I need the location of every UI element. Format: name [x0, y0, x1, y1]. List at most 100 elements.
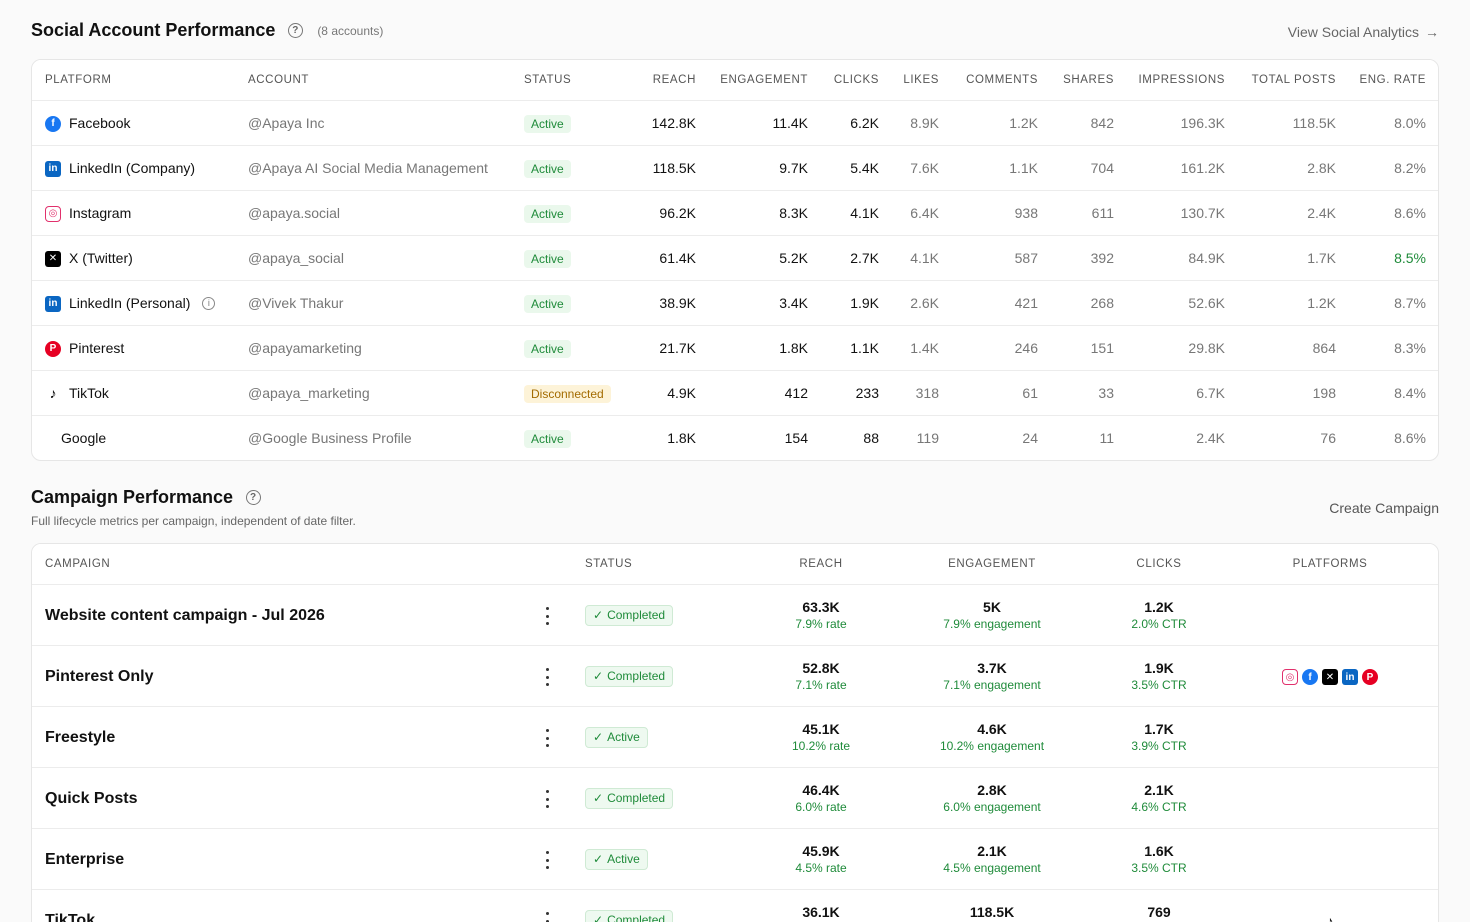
status-label: Completed: [607, 791, 666, 805]
column-header-status[interactable]: STATUS: [585, 558, 633, 570]
campaign-name[interactable]: Website content campaign - Jul 2026: [45, 607, 325, 624]
campaign-row[interactable]: Website content campaign - Jul 2026 ✓ Comp…: [32, 585, 1438, 646]
create-campaign-button[interactable]: Create Campaign: [1329, 500, 1439, 516]
campaign-name[interactable]: Freestyle: [45, 729, 116, 746]
more-options-icon[interactable]: [542, 851, 552, 869]
more-options-icon[interactable]: [542, 607, 552, 625]
status-badge: Active: [524, 160, 571, 179]
metric-value: 63.3K: [802, 599, 840, 615]
clicks-cell: 6.2K: [850, 115, 879, 131]
help-icon[interactable]: ?: [287, 23, 303, 38]
table-row[interactable]: f Facebook @Apaya Inc Active 142.8K 11.4K 6.2K…: [32, 101, 1438, 146]
metric-subtext: 3.5% CTR: [1131, 861, 1187, 875]
table-row[interactable]: in LinkedIn (Personal) i @Vivek Thakur Activ…: [32, 281, 1438, 326]
column-header-impressions[interactable]: IMPRESSIONS: [1138, 74, 1225, 86]
campaign-row[interactable]: Pinterest Only ✓ Completed 52.8K 7.1% rate 3.…: [32, 646, 1438, 707]
column-header-clicks[interactable]: CLICKS: [833, 74, 879, 86]
more-options-icon[interactable]: [542, 668, 552, 686]
check-icon: ✓: [593, 791, 604, 805]
reach-cell: 38.9K: [659, 295, 696, 311]
platform-cell: P Pinterest: [45, 326, 225, 371]
column-header-clicks[interactable]: CLICKS: [1136, 558, 1182, 570]
column-header-account[interactable]: ACCOUNT: [248, 74, 310, 86]
campaign-name[interactable]: Enterprise: [45, 851, 125, 868]
campaigns-table: CAMPAIGN STATUS REACH ENGAGEMENT CLICKS PLATF…: [31, 543, 1439, 922]
campaign-row[interactable]: TikTok ✓ Completed 36.1K 118.5K 769 ♪: [32, 890, 1438, 922]
total-posts-cell: 864: [1312, 340, 1336, 356]
column-header-likes[interactable]: LIKES: [903, 74, 939, 86]
more-options-icon[interactable]: [542, 790, 552, 808]
comments-cell: 1.1K: [1009, 160, 1038, 176]
status-cell: Active: [524, 146, 624, 191]
linkedin-icon: in: [45, 295, 61, 312]
clicks-cell: 5.4K: [850, 160, 879, 176]
table-row[interactable]: ✕ X (Twitter) @apaya_social Active 61.4K 5.2K…: [32, 236, 1438, 281]
platform-cell: ✕ X (Twitter): [45, 236, 225, 281]
view-social-analytics-link[interactable]: View Social Analytics →: [1288, 24, 1439, 40]
column-header-campaign[interactable]: CAMPAIGN: [45, 558, 111, 570]
status-label: Completed: [607, 608, 666, 622]
metric-subtext: 10.2% rate: [791, 739, 851, 753]
impressions-cell: 29.8K: [1188, 340, 1225, 356]
table-row[interactable]: P Pinterest @apayamarketing Active 21.7K 1.8K…: [32, 326, 1438, 371]
x-icon: ✕: [45, 250, 61, 267]
campaign-name[interactable]: Quick Posts: [45, 790, 138, 807]
metric-value: 45.1K: [802, 721, 840, 737]
reach-cell: 4.9K: [667, 385, 696, 401]
column-header-platforms[interactable]: PLATFORMS: [1292, 558, 1368, 570]
table-row[interactable]: Google @Google Business Profile Active 1.8K…: [32, 416, 1438, 460]
table-row[interactable]: ♪ TikTok @apaya_marketing Disconnected 4.9K 4…: [32, 371, 1438, 416]
engagement-cell: 11.4K: [772, 115, 808, 131]
campaign-row[interactable]: Freestyle ✓ Active 45.1K 10.2% rate 4.6K 10.2%…: [32, 707, 1438, 768]
metric-subtext: 6.0% rate: [795, 800, 847, 814]
campaign-name[interactable]: TikTok: [45, 912, 96, 922]
column-header-platform[interactable]: PLATFORM: [45, 74, 112, 86]
status-badge: ✓ Completed: [585, 605, 674, 626]
column-header-reach[interactable]: REACH: [652, 74, 696, 86]
metric-value: 2.1K: [1144, 782, 1174, 798]
more-options-icon[interactable]: [542, 912, 552, 922]
account-cell: @apayamarketing: [248, 340, 362, 356]
help-icon[interactable]: ?: [245, 490, 261, 505]
campaign-row[interactable]: Quick Posts ✓ Completed 46.4K 6.0% rate 2.8K 6…: [32, 768, 1438, 829]
column-header-total-posts[interactable]: TOTAL POSTS: [1251, 74, 1336, 86]
column-header-status[interactable]: STATUS: [524, 74, 572, 86]
status-badge: ✓ Active: [585, 727, 648, 748]
column-header-eng-rate[interactable]: ENG. RATE: [1359, 74, 1426, 86]
platform-name: Instagram: [69, 205, 132, 221]
column-header-engagement[interactable]: ENGAGEMENT: [948, 558, 1036, 570]
table-row[interactable]: ◎ Instagram @apaya.social Active 96.2K 8.3K 4.…: [32, 191, 1438, 236]
reach-cell: 142.8K: [651, 115, 696, 131]
engagement-metric: 2.1K 4.5% engagement: [912, 842, 1072, 876]
engagement-metric: 4.6K 10.2% engagement: [912, 720, 1072, 754]
total-posts-cell: 2.4K: [1307, 205, 1336, 221]
campaign-row[interactable]: Enterprise ✓ Active 45.9K 4.5% rate 2.1K 4.5% …: [32, 829, 1438, 890]
linkedin-icon: in: [45, 160, 61, 177]
metric-value: 2.8K: [977, 782, 1007, 798]
platforms-list: ◎ f ✕ in P: [1282, 669, 1378, 685]
likes-cell: 2.6K: [910, 295, 939, 311]
column-header-shares[interactable]: SHARES: [1063, 74, 1114, 86]
social-accounts-table: PLATFORM ACCOUNT STATUS REACH ENGAGEMENT CLIC…: [31, 59, 1439, 461]
column-header-engagement[interactable]: ENGAGEMENT: [720, 74, 808, 86]
metric-value: 5K: [983, 599, 1001, 615]
more-options-icon[interactable]: [542, 729, 552, 747]
check-icon: ✓: [593, 669, 604, 683]
status-badge: Active: [524, 430, 571, 449]
reach-cell: 118.5K: [652, 160, 696, 176]
check-icon: ✓: [593, 730, 604, 744]
campaign-name[interactable]: Pinterest Only: [45, 668, 154, 685]
platform-name: Pinterest: [69, 340, 125, 356]
info-icon[interactable]: i: [202, 297, 216, 310]
column-header-reach[interactable]: REACH: [799, 558, 843, 570]
total-posts-cell: 198: [1312, 385, 1336, 401]
engagement-metric: 3.7K 7.1% engagement: [912, 659, 1072, 693]
metric-subtext: 10.2% engagement: [939, 739, 1045, 753]
comments-cell: 587: [1014, 250, 1038, 266]
status-cell: Disconnected: [524, 371, 624, 416]
column-header-comments[interactable]: COMMENTS: [966, 74, 1038, 86]
engagement-metric: 2.8K 6.0% engagement: [912, 781, 1072, 815]
metric-subtext: 6.0% engagement: [943, 800, 1041, 814]
table-row[interactable]: in LinkedIn (Company) @Apaya AI Social Med…: [32, 146, 1438, 191]
clicks-metric: 1.9K 3.5% CTR: [1079, 659, 1239, 693]
